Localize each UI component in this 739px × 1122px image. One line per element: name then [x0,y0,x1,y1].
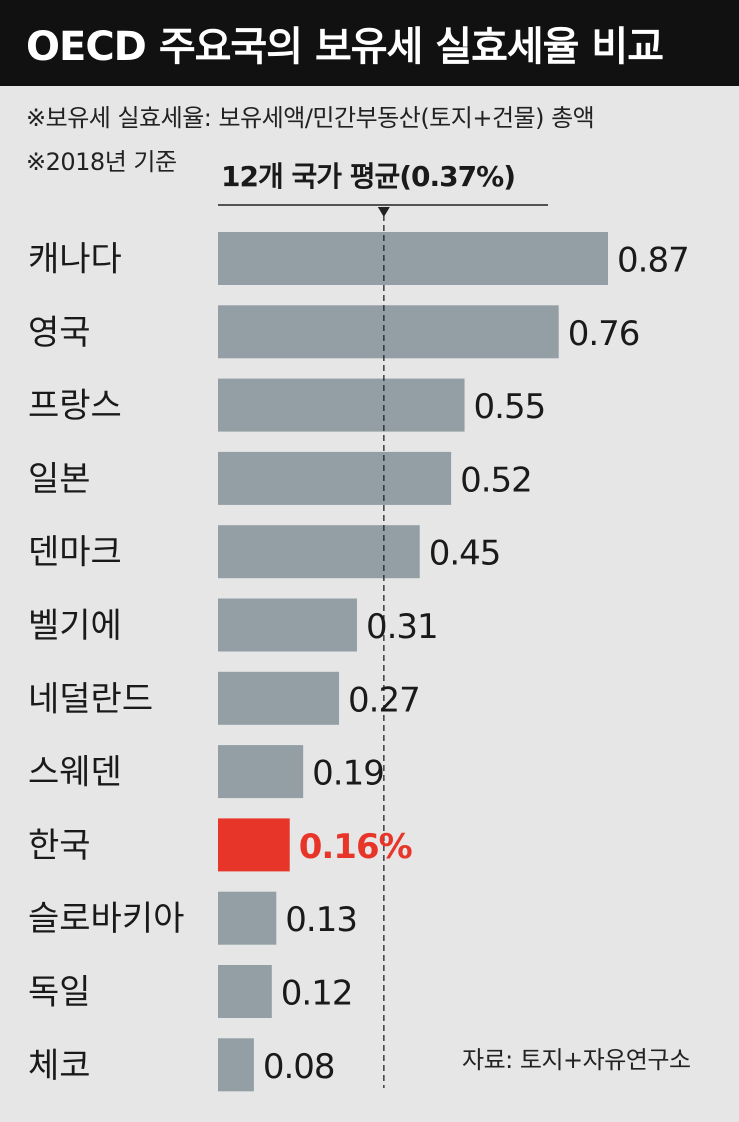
category-label-1: 영국 [28,313,91,353]
value-label-11: 0.08 [263,1047,335,1087]
value-label-6: 0.27 [348,680,420,720]
category-label-4: 덴마크 [28,533,122,573]
category-label-2: 프랑스 [28,386,122,426]
bar-1 [218,305,559,359]
value-label-4: 0.45 [429,534,501,574]
bar-10 [218,965,272,1018]
bar-5 [218,598,357,652]
value-label-2: 0.55 [474,387,546,427]
average-marker [377,207,390,217]
category-label-0: 캐나다 [28,240,122,280]
category-label-9: 슬로바키아 [28,899,184,939]
bar-4 [218,525,420,579]
bar-9 [218,891,277,945]
value-label-9: 0.13 [285,900,357,940]
value-label-3: 0.52 [460,460,532,500]
value-label-5: 0.31 [366,607,438,647]
bar-11 [218,1038,254,1092]
value-label-10: 0.12 [281,974,353,1014]
bars-group [218,232,608,1092]
bar-3 [218,451,452,505]
source-note: 자료: 토지+자유연구소 [462,1046,691,1074]
bar-7 [218,745,304,799]
category-label-10: 독일 [28,973,91,1013]
average-label: 12개 국가 평균(0.37%) [221,160,515,193]
category-label-6: 네덜란드 [28,679,153,719]
labels-group: 캐나다 0.87 영국 0.76 프랑스 0.55 일본 0.52 덴마크 0.45 벨기에 0.31… [28,240,690,1087]
category-label-5: 벨기에 [28,606,122,646]
bar-0 [218,232,608,285]
category-label-3: 일본 [28,459,91,499]
category-label-7: 스웨덴 [28,753,122,793]
category-label-8: 한국 [28,826,91,866]
value-label-1: 0.76 [568,314,640,354]
bar-6 [218,671,340,725]
bar-2 [218,378,465,432]
year-note: ※2018년 기준 [26,148,177,176]
title-bar: OECD 주요국의 보유세 실효세율 비교 [0,0,739,86]
chart-title: OECD 주요국의 보유세 실효세율 비교 [26,24,664,70]
value-label-7: 0.19 [312,754,384,794]
bar-8 [218,818,290,872]
value-label-8: 0.16% [299,827,412,867]
definition-note: ※보유세 실효세율: 보유세액/민간부동산(토지+건물) 총액 [26,104,595,132]
category-label-11: 체코 [28,1046,91,1086]
value-label-0: 0.87 [617,241,689,281]
